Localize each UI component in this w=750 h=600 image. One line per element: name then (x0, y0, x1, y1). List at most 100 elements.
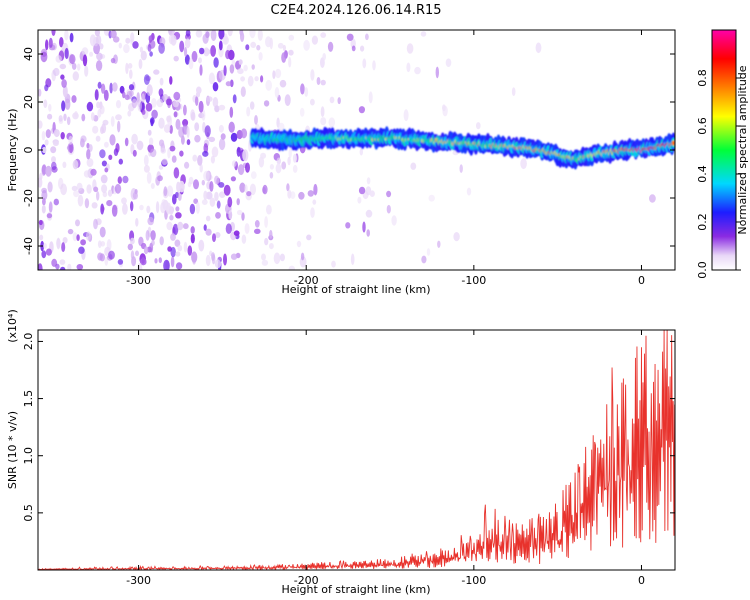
snr-background (38, 330, 675, 570)
noise-speck (329, 96, 335, 104)
noise-speck (265, 79, 273, 91)
noise-speck (86, 148, 91, 160)
noise-speck (43, 99, 48, 108)
noise-speck (60, 74, 65, 80)
colorbar-ticks: 0.0 0.2 0.4 0.6 0.8 (696, 69, 741, 279)
noise-speck (192, 154, 198, 162)
noise-speck (173, 111, 178, 118)
noise-speck (64, 30, 69, 41)
noise-speck (274, 87, 280, 98)
ridge-band (250, 126, 675, 170)
noise-speck (76, 182, 83, 192)
noise-speck (360, 45, 365, 52)
noise-speck (61, 79, 67, 88)
noise-speck (426, 248, 431, 256)
noise-speck (132, 191, 138, 200)
snr-frame (37, 329, 676, 571)
noise-speck (89, 51, 94, 57)
noise-speck (121, 197, 127, 205)
heatmap-x-tick-label: -300 (126, 274, 151, 287)
noise-speck (193, 198, 199, 204)
noise-speck (94, 89, 99, 101)
noise-speck (208, 72, 215, 85)
noise-speck (346, 33, 354, 41)
noise-speck (254, 76, 259, 82)
noise-speck (174, 239, 181, 247)
noise-speck (184, 54, 190, 65)
noise-speck (198, 57, 202, 64)
noise-speck (219, 191, 226, 198)
noise-speck (109, 82, 113, 94)
noise-speck (179, 150, 184, 157)
noise-speck (218, 30, 225, 40)
noise-speck (237, 68, 244, 75)
noise-speck (41, 190, 48, 201)
noise-speck (359, 148, 363, 156)
noise-speck (466, 187, 472, 196)
noise-speck (166, 221, 173, 231)
snr-y-tick-label: 1.5 (22, 390, 35, 408)
noise-speck (210, 45, 217, 57)
noise-speck (93, 186, 99, 193)
noise-speck (93, 218, 98, 230)
snr-y-tick-label: 2.0 (22, 333, 35, 351)
noise-speck (208, 136, 216, 143)
noise-speck (351, 45, 356, 52)
noise-speck (147, 216, 154, 226)
noise-speck (520, 158, 527, 170)
noise-speck (366, 229, 371, 237)
noise-speck (240, 86, 246, 97)
noise-speck (130, 237, 135, 245)
noise-speck (406, 43, 414, 54)
noise-speck (264, 237, 269, 246)
noise-speck (80, 239, 86, 246)
noise-speck (97, 108, 102, 118)
colorbar-title: Normalized spectral amplitude (736, 65, 749, 234)
heatmap-y-tick-label: -20 (22, 189, 35, 207)
noise-speck (141, 109, 146, 115)
noise-speck (222, 36, 230, 45)
noise-speck (231, 160, 237, 168)
noise-speck (106, 200, 113, 207)
noise-speck (122, 175, 129, 184)
noise-speck (241, 212, 245, 221)
noise-speck (233, 230, 240, 236)
noise-speck (83, 170, 91, 178)
noise-speck (421, 255, 427, 264)
noise-speck (169, 145, 176, 152)
noise-speck (38, 219, 43, 226)
noise-speck (78, 246, 85, 254)
noise-speck (649, 194, 656, 203)
noise-speck (362, 58, 367, 69)
noise-speck (223, 65, 227, 77)
heatmap-x-tick-label: -200 (294, 274, 319, 287)
noise-speck (281, 52, 287, 63)
noise-speck (368, 91, 373, 104)
heatmap-background (38, 30, 675, 270)
noise-speck (117, 259, 124, 265)
noise-speck (169, 124, 173, 134)
noise-speck (97, 240, 102, 248)
noise-speck (287, 156, 291, 166)
noise-speck (183, 104, 187, 116)
noise-speck (89, 34, 96, 47)
noise-speck (320, 32, 327, 38)
noise-speck (60, 183, 67, 196)
noise-speck (97, 81, 102, 89)
colorbar-tick-label: 0.0 (696, 261, 709, 279)
noise-speck (158, 42, 165, 54)
noise-speck (184, 161, 190, 169)
noise-speck (48, 37, 53, 49)
noise-speck (476, 122, 481, 130)
snr-ticks: -300 -200 -100 0 0.5 1.0 1.5 2.0 (22, 330, 675, 587)
noise-speck (453, 232, 460, 242)
noise-speck (194, 134, 201, 143)
noise-speck (212, 97, 219, 108)
noise-speck (218, 124, 224, 133)
noise-speck (91, 202, 98, 209)
noise-speck (203, 47, 210, 57)
noise-speck (331, 260, 336, 268)
noise-speck (110, 57, 116, 64)
noise-speck (173, 91, 181, 101)
noise-speck (214, 191, 219, 202)
